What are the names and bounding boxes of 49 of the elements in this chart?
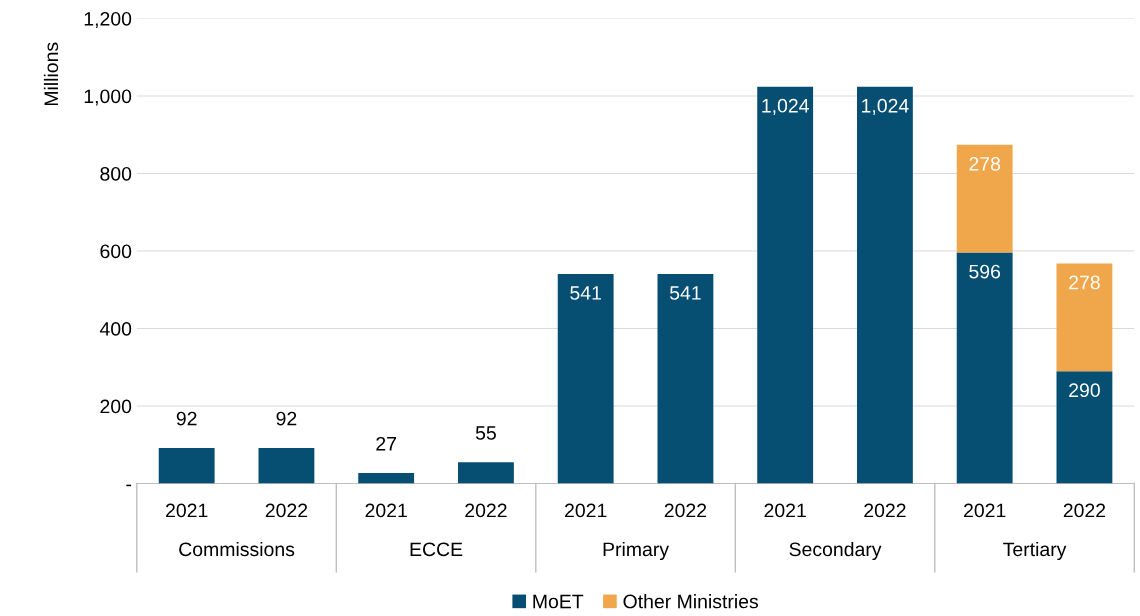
y-tick-label: 800 [100, 166, 132, 181]
data-label: 278 [969, 156, 1001, 171]
x-tick-label: 2021 [565, 503, 607, 518]
bar [956, 144, 1013, 253]
y-tick-label: 1,200 [84, 11, 132, 29]
text: Primary [603, 541, 669, 561]
text: Commissions [179, 541, 295, 557]
bar [158, 447, 215, 484]
data-label: 290 [1069, 383, 1100, 398]
data-label: 1,024 [762, 98, 809, 115]
data-label: 541 [669, 286, 701, 300]
legend-label: Other Ministries [623, 594, 759, 609]
y-tick-label: 200 [100, 399, 132, 414]
x-tick-label: 2022 [1063, 503, 1106, 518]
data-label: 541 [570, 286, 601, 300]
bar [258, 447, 315, 484]
bar [1056, 263, 1113, 372]
bar [657, 273, 714, 484]
data-label: 27 [376, 436, 397, 451]
text: ECCE [410, 542, 463, 557]
y-tick-label: 1,000 [84, 89, 132, 106]
x-tick-label: 2022 [465, 503, 507, 518]
bar [857, 86, 913, 484]
bar [458, 462, 514, 484]
x-tick-label: 2022 [664, 503, 707, 518]
x-tick-label: 2021 [764, 503, 806, 518]
x-tick-label: 2021 [964, 503, 1006, 518]
x-tick-label: 2022 [864, 503, 906, 518]
bar [358, 473, 415, 484]
text: Tertiary [1003, 541, 1067, 561]
data-label: 92 [176, 411, 197, 426]
text: Secondary [789, 541, 882, 561]
data-label: 278 [1069, 275, 1100, 290]
x-tick-label: 2022 [265, 503, 308, 518]
y-tick-label: 600 [100, 244, 132, 259]
data-label: 92 [276, 411, 297, 426]
bar [557, 273, 614, 484]
x-tick-label: 2021 [166, 503, 208, 518]
y-tick-label: - [126, 484, 132, 487]
x-tick-label: 2021 [365, 503, 407, 518]
bar [956, 252, 1013, 484]
y-axis-title: Millions [43, 42, 59, 106]
data-label: 1,024 [862, 98, 909, 115]
y-tick-label: 400 [99, 322, 132, 336]
bar [757, 86, 814, 484]
data-label: 55 [475, 426, 496, 440]
legend-label: MoET [533, 594, 584, 609]
data-label: 596 [969, 264, 1001, 279]
bar [1056, 371, 1113, 484]
